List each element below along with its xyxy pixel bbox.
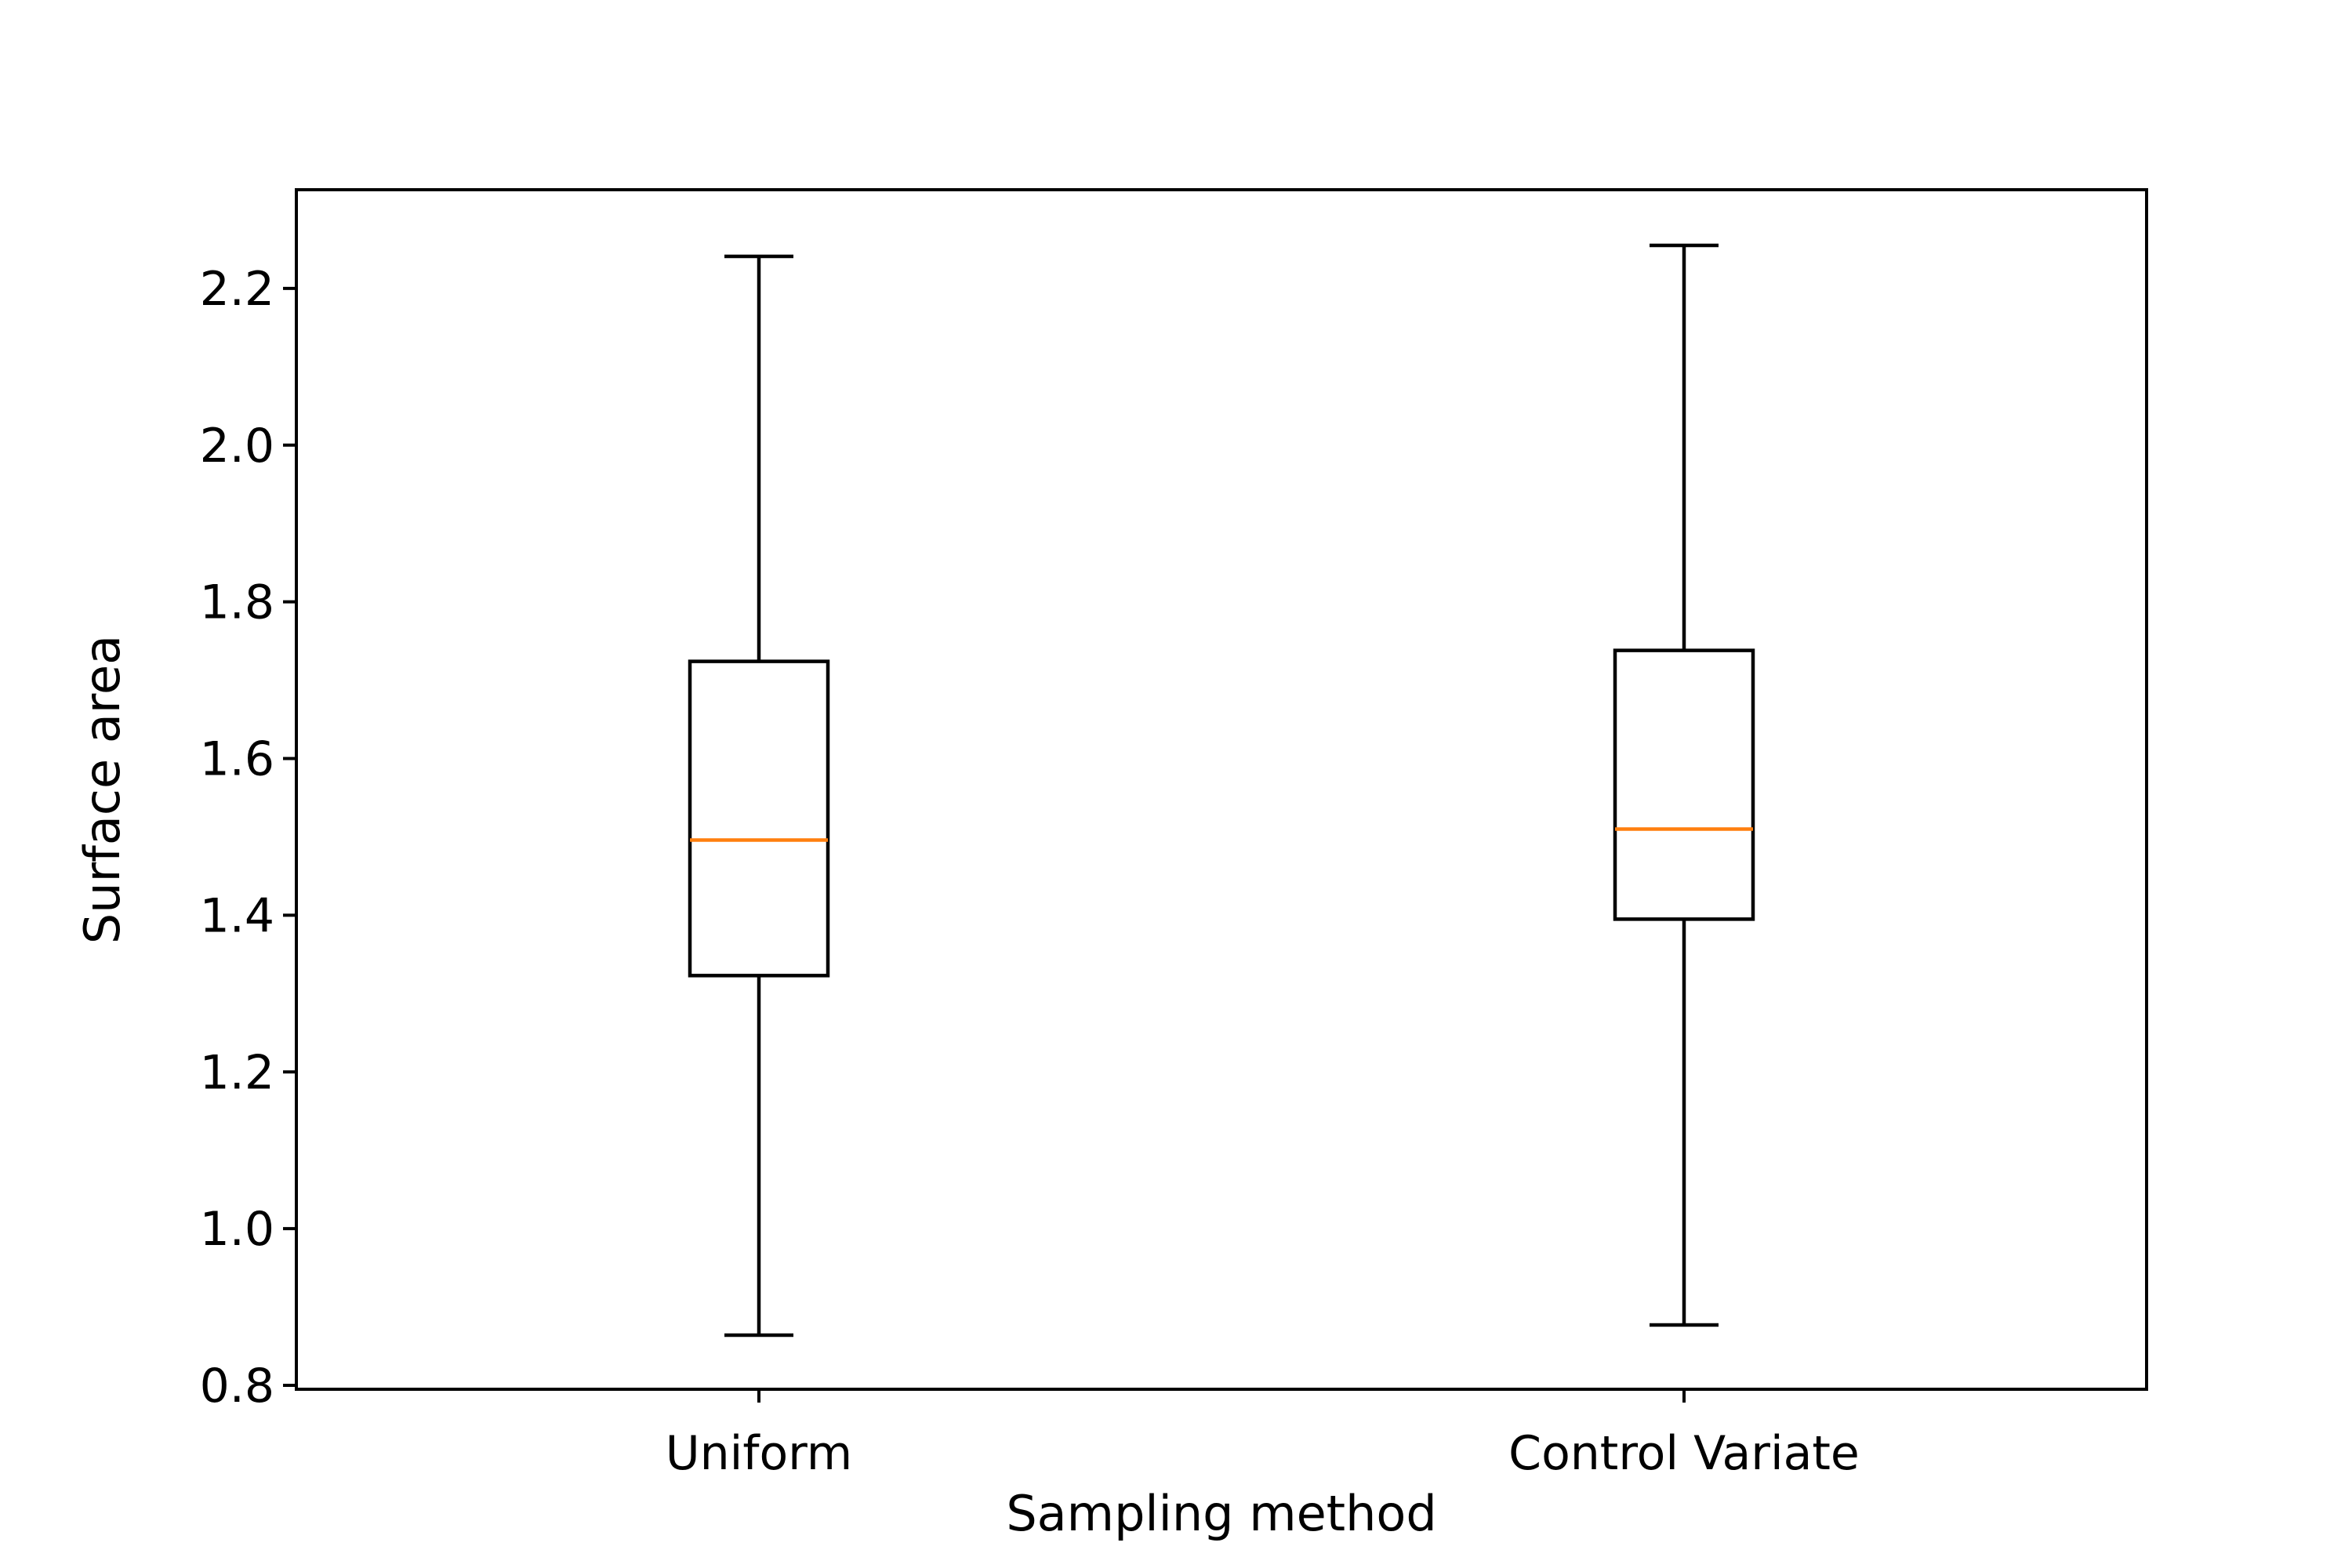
y-tick-label: 1.6 (200, 732, 274, 787)
y-axis-label: Surface area (74, 635, 131, 944)
x-tick-label: Control Variate (1508, 1426, 1860, 1481)
y-tick-label: 2.2 (200, 262, 274, 317)
interquartile-box (1613, 648, 1755, 921)
y-tick-label: 1.8 (200, 575, 274, 630)
y-tick-label: 1.2 (200, 1045, 274, 1100)
box-2 (1613, 243, 1755, 1327)
interquartile-box (688, 659, 830, 978)
y-tick-label: 0.8 (200, 1359, 274, 1414)
plot-area-frame (295, 188, 2148, 1391)
y-axis-ticks: 0.8 1.0 1.2 1.4 1.6 1.8 2.0 2.2 (200, 262, 296, 1414)
x-axis-ticks: Uniform Control Variate (666, 1389, 1860, 1481)
x-axis-label: Sampling method (1006, 1485, 1436, 1542)
y-tick-label: 1.0 (200, 1202, 274, 1257)
box-1 (688, 254, 830, 1338)
boxes-layer (688, 243, 1755, 1338)
y-tick-label: 1.4 (200, 888, 274, 943)
y-tick-label: 2.0 (200, 419, 274, 474)
x-tick-label: Uniform (666, 1426, 853, 1481)
